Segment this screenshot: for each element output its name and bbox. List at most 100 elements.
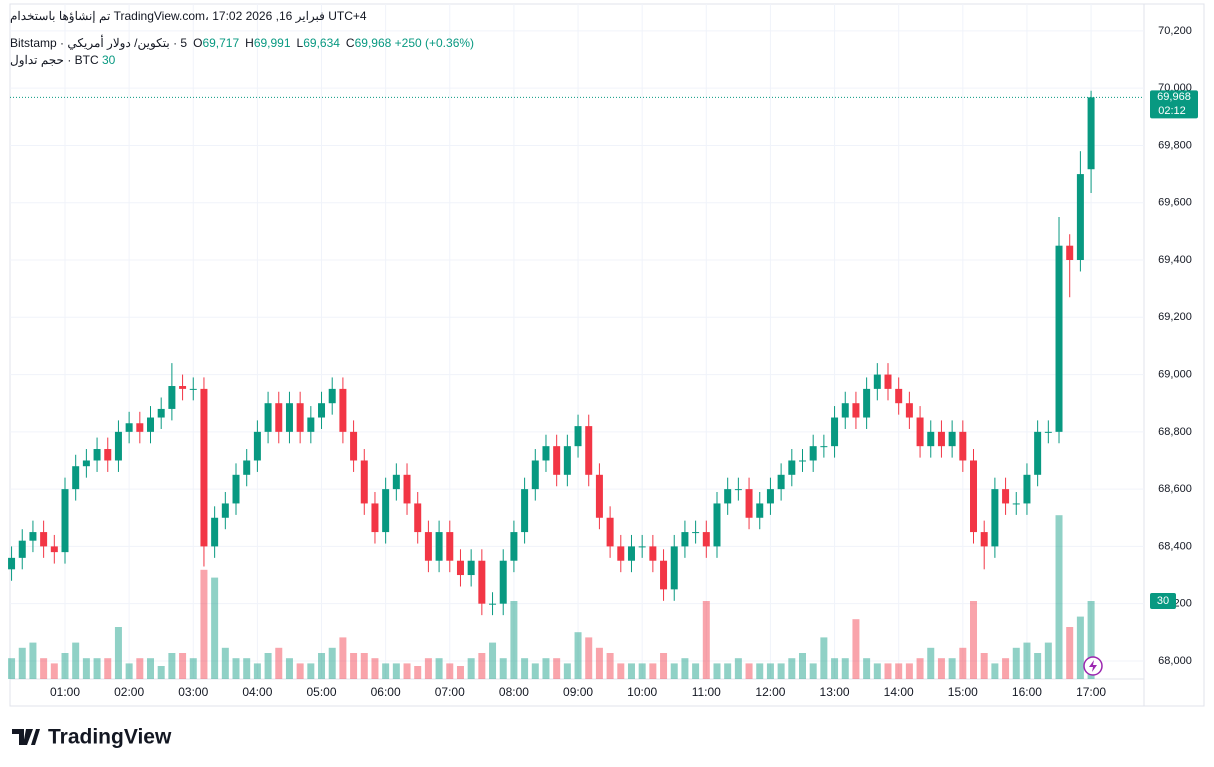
candle-body — [467, 560, 475, 576]
y-tick-label: 68,000 — [1158, 655, 1192, 667]
volume-bar — [617, 663, 625, 679]
candle-body — [211, 517, 219, 547]
candle-body — [1034, 431, 1042, 475]
candle-body — [1087, 97, 1095, 170]
volume-bar — [627, 663, 635, 679]
volume-bar — [777, 663, 785, 679]
volume-bar — [1087, 601, 1095, 679]
candle-body — [959, 431, 967, 461]
volume-bar — [72, 642, 80, 679]
volume-bar — [1023, 642, 1031, 679]
x-tick-label: 11:00 — [692, 685, 721, 699]
candle-body — [350, 431, 358, 461]
volume-bar — [403, 663, 411, 679]
volume-bar — [820, 637, 828, 679]
candle-body — [435, 532, 443, 561]
volume-bar — [104, 658, 112, 679]
volume-bar — [563, 663, 571, 679]
candle-body — [243, 460, 251, 475]
volume-bar — [724, 663, 732, 679]
candle-body — [456, 560, 464, 576]
volume-bar — [147, 658, 155, 679]
volume-bar — [660, 653, 668, 679]
symbol-line: 5 · بتكوين/ دولار أمريكي · Bitstamp O69,7… — [10, 36, 474, 50]
volume-bar — [916, 658, 924, 679]
volume-bar — [991, 663, 999, 679]
candle-body — [1055, 245, 1063, 432]
volume-bar — [606, 653, 614, 679]
volume-bar — [125, 663, 133, 679]
volume-bar — [798, 653, 806, 679]
x-tick-label: 01:00 — [50, 685, 80, 699]
candle-body — [371, 503, 379, 533]
volume-bar — [1034, 653, 1042, 679]
volume-bar — [414, 666, 422, 679]
volume-bar — [456, 666, 464, 679]
candle-body — [542, 446, 550, 461]
candle-body — [318, 403, 326, 418]
volume-bar — [713, 663, 721, 679]
volume-bar — [499, 658, 507, 679]
x-tick-label: 02:00 — [114, 685, 144, 699]
candle-body — [61, 489, 69, 553]
volume-bar — [959, 647, 967, 679]
volume-bar — [766, 663, 774, 679]
volume-bar — [702, 601, 710, 679]
symbol: 5 · بتكوين/ دولار أمريكي · Bitstamp — [10, 36, 188, 50]
volume-bar — [863, 658, 871, 679]
volume-bar — [424, 658, 432, 679]
ohlc-key: L — [296, 36, 304, 50]
candle-body — [937, 431, 945, 447]
volume-bar — [467, 658, 475, 679]
x-tick-label: 17:00 — [1076, 685, 1106, 699]
ohlc-key: C — [345, 36, 355, 50]
created-note: تم إنشاؤها باستخدام TradingView.com، 17:… — [10, 9, 367, 23]
frame — [9, 3, 1205, 707]
volume-bar — [638, 663, 646, 679]
candle-body — [18, 540, 26, 558]
candle-body — [125, 423, 133, 432]
candle-body — [766, 489, 774, 504]
candle-body — [948, 431, 956, 447]
volume-value: 30 — [102, 53, 116, 67]
x-tick-label: 13:00 — [820, 685, 850, 699]
volume-bar — [884, 663, 892, 679]
candle-body — [40, 532, 48, 547]
volume-bar — [1055, 515, 1063, 679]
volume-bar — [1044, 642, 1052, 679]
candle-body — [884, 374, 892, 389]
candle-body — [232, 474, 240, 504]
volume-box — [1150, 593, 1176, 609]
volume-bar — [435, 658, 443, 679]
candle-body — [147, 417, 155, 432]
candle-body — [29, 532, 37, 541]
volume-bar — [243, 658, 251, 679]
volume-bar — [382, 663, 390, 679]
volume-bar — [788, 658, 796, 679]
candle-body — [179, 386, 187, 389]
x-tick-label: 07:00 — [435, 685, 465, 699]
candle-body — [585, 426, 593, 475]
volume-bar — [595, 647, 603, 679]
volume-bar — [895, 663, 903, 679]
y-tick-label: 69,400 — [1158, 254, 1192, 266]
candle-body — [189, 388, 197, 390]
candle-body — [253, 431, 261, 461]
candle-body — [841, 403, 849, 418]
y-tick-label: 70,200 — [1158, 25, 1192, 37]
volume-bar — [200, 569, 208, 679]
volume-bar — [61, 653, 69, 679]
volume-line: حجم تداول · BTC 30 — [10, 53, 115, 67]
price-box — [1150, 90, 1198, 119]
volume-bar — [745, 663, 753, 679]
candle-body — [777, 474, 785, 490]
y-tick-label: 69,800 — [1158, 139, 1192, 151]
candle-body — [563, 446, 571, 475]
ohlc: O69,717 H69,991 L69,634 C69,968 — [187, 36, 391, 50]
ohlc-value: 69,717 — [202, 36, 240, 50]
candle-body — [307, 417, 315, 432]
volume-bar — [649, 663, 657, 679]
candle-body — [905, 403, 913, 418]
volume-bar — [1076, 616, 1084, 679]
volume-bar — [82, 658, 90, 679]
